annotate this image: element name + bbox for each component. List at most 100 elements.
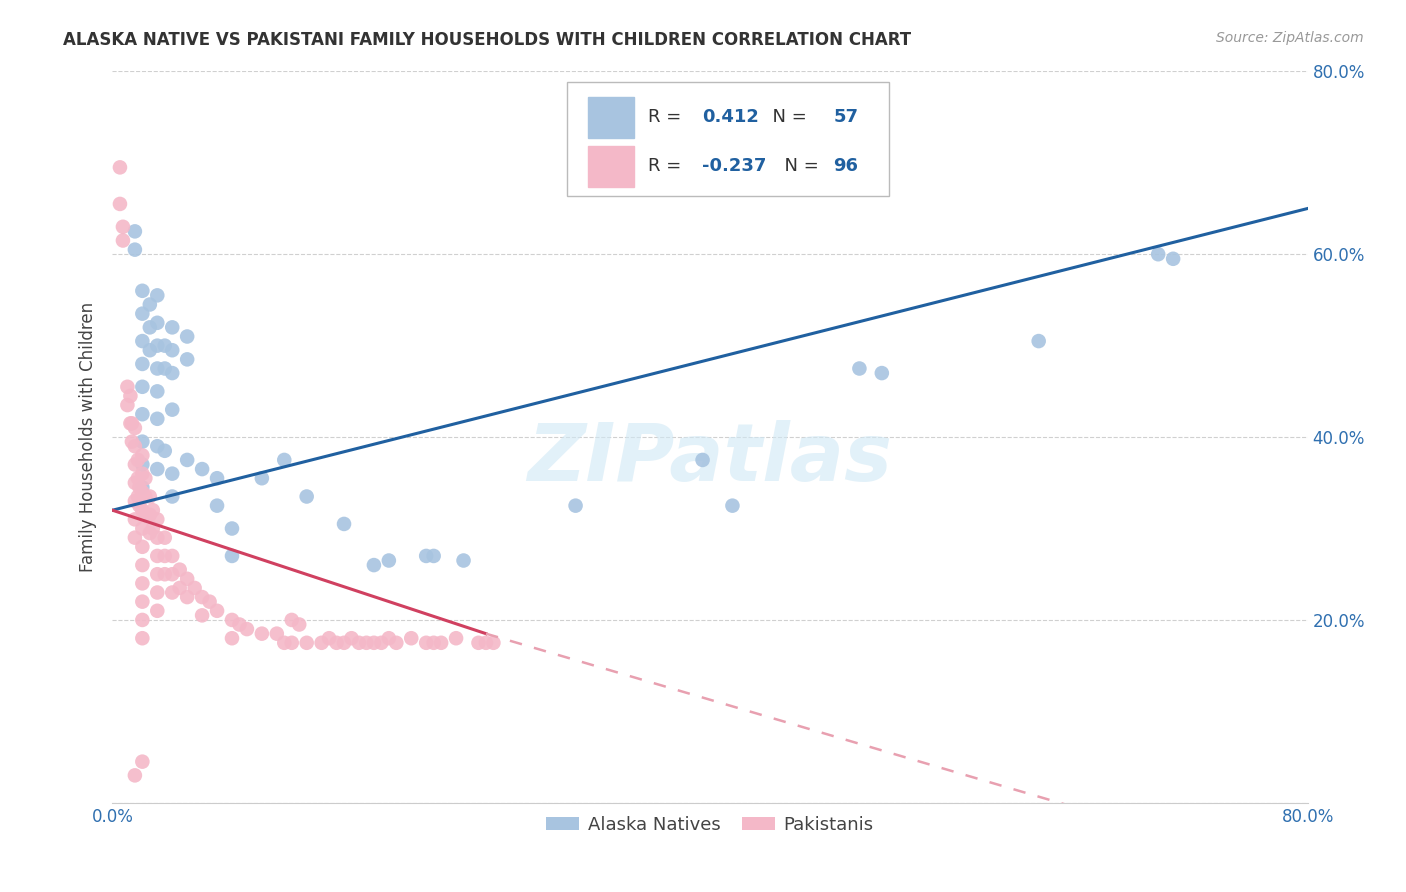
Point bbox=[146, 316, 169, 330]
Point bbox=[139, 297, 162, 311]
Text: 57: 57 bbox=[834, 109, 858, 127]
Point bbox=[131, 485, 153, 500]
Point bbox=[295, 636, 318, 650]
Point bbox=[191, 608, 214, 623]
Point bbox=[121, 417, 143, 431]
Point bbox=[131, 558, 153, 573]
Text: ZIPatlas: ZIPatlas bbox=[527, 420, 893, 498]
FancyBboxPatch shape bbox=[567, 82, 890, 195]
Point bbox=[162, 549, 183, 563]
Point bbox=[295, 490, 318, 504]
Point bbox=[221, 521, 243, 535]
Point bbox=[117, 398, 139, 412]
Point bbox=[385, 636, 408, 650]
Text: R =: R = bbox=[648, 158, 688, 176]
Point bbox=[124, 439, 146, 453]
Point bbox=[228, 617, 250, 632]
Point bbox=[131, 380, 153, 394]
Point bbox=[124, 243, 146, 257]
Point bbox=[139, 508, 162, 522]
Point bbox=[266, 626, 288, 640]
Text: R =: R = bbox=[648, 109, 688, 127]
Point bbox=[1161, 252, 1184, 266]
Point bbox=[131, 307, 153, 321]
Point bbox=[131, 540, 153, 554]
Point bbox=[169, 563, 191, 577]
Point bbox=[139, 343, 162, 358]
Point bbox=[153, 549, 176, 563]
Point bbox=[131, 755, 153, 769]
Point bbox=[131, 357, 153, 371]
Point bbox=[146, 288, 169, 302]
Point bbox=[191, 462, 214, 476]
Point bbox=[146, 384, 169, 399]
Point bbox=[146, 439, 169, 453]
Point bbox=[162, 567, 183, 582]
Point bbox=[108, 197, 131, 211]
Point bbox=[131, 448, 153, 462]
Point bbox=[363, 636, 385, 650]
Point bbox=[124, 768, 146, 782]
Point bbox=[288, 617, 311, 632]
Point bbox=[124, 458, 146, 472]
Point bbox=[146, 412, 169, 426]
Point bbox=[162, 467, 183, 481]
FancyBboxPatch shape bbox=[588, 97, 634, 137]
Point bbox=[340, 632, 363, 646]
Text: Source: ZipAtlas.com: Source: ZipAtlas.com bbox=[1216, 31, 1364, 45]
Point bbox=[281, 613, 304, 627]
Point bbox=[111, 219, 134, 234]
Point bbox=[273, 453, 295, 467]
Point bbox=[121, 434, 143, 449]
Point bbox=[169, 581, 191, 595]
Point bbox=[139, 490, 162, 504]
Point bbox=[139, 320, 162, 334]
Point bbox=[273, 636, 295, 650]
Point bbox=[153, 531, 176, 545]
Point bbox=[153, 443, 176, 458]
Point bbox=[191, 590, 214, 604]
Point bbox=[564, 499, 586, 513]
Text: N =: N = bbox=[773, 158, 825, 176]
Point bbox=[870, 366, 893, 380]
Point bbox=[422, 636, 444, 650]
Point bbox=[131, 334, 153, 348]
Point bbox=[131, 480, 153, 494]
Text: -0.237: -0.237 bbox=[702, 158, 766, 176]
Point bbox=[333, 516, 356, 531]
Point bbox=[311, 636, 333, 650]
Point bbox=[131, 284, 153, 298]
Text: N =: N = bbox=[762, 109, 813, 127]
Point bbox=[162, 585, 183, 599]
Point bbox=[221, 549, 243, 563]
Point bbox=[131, 521, 153, 535]
Point bbox=[221, 632, 243, 646]
Point bbox=[347, 636, 370, 650]
Point bbox=[162, 343, 183, 358]
Point bbox=[120, 417, 142, 431]
Point bbox=[146, 512, 169, 526]
Point bbox=[127, 490, 149, 504]
Point bbox=[117, 380, 139, 394]
Point bbox=[120, 389, 142, 403]
Y-axis label: Family Households with Children: Family Households with Children bbox=[79, 302, 97, 572]
Point bbox=[370, 636, 392, 650]
Point bbox=[162, 320, 183, 334]
FancyBboxPatch shape bbox=[588, 146, 634, 186]
Point bbox=[153, 361, 176, 376]
Point bbox=[146, 585, 169, 599]
Point bbox=[153, 567, 176, 582]
Point bbox=[333, 636, 356, 650]
Point bbox=[236, 622, 259, 636]
Point bbox=[198, 594, 221, 608]
Point bbox=[415, 636, 437, 650]
Point bbox=[356, 636, 378, 650]
Point bbox=[378, 632, 401, 646]
Point bbox=[176, 453, 198, 467]
Point bbox=[325, 636, 347, 650]
Point bbox=[205, 604, 228, 618]
Point bbox=[453, 553, 475, 567]
Point bbox=[134, 490, 156, 504]
Point bbox=[131, 407, 153, 421]
Point bbox=[131, 434, 153, 449]
